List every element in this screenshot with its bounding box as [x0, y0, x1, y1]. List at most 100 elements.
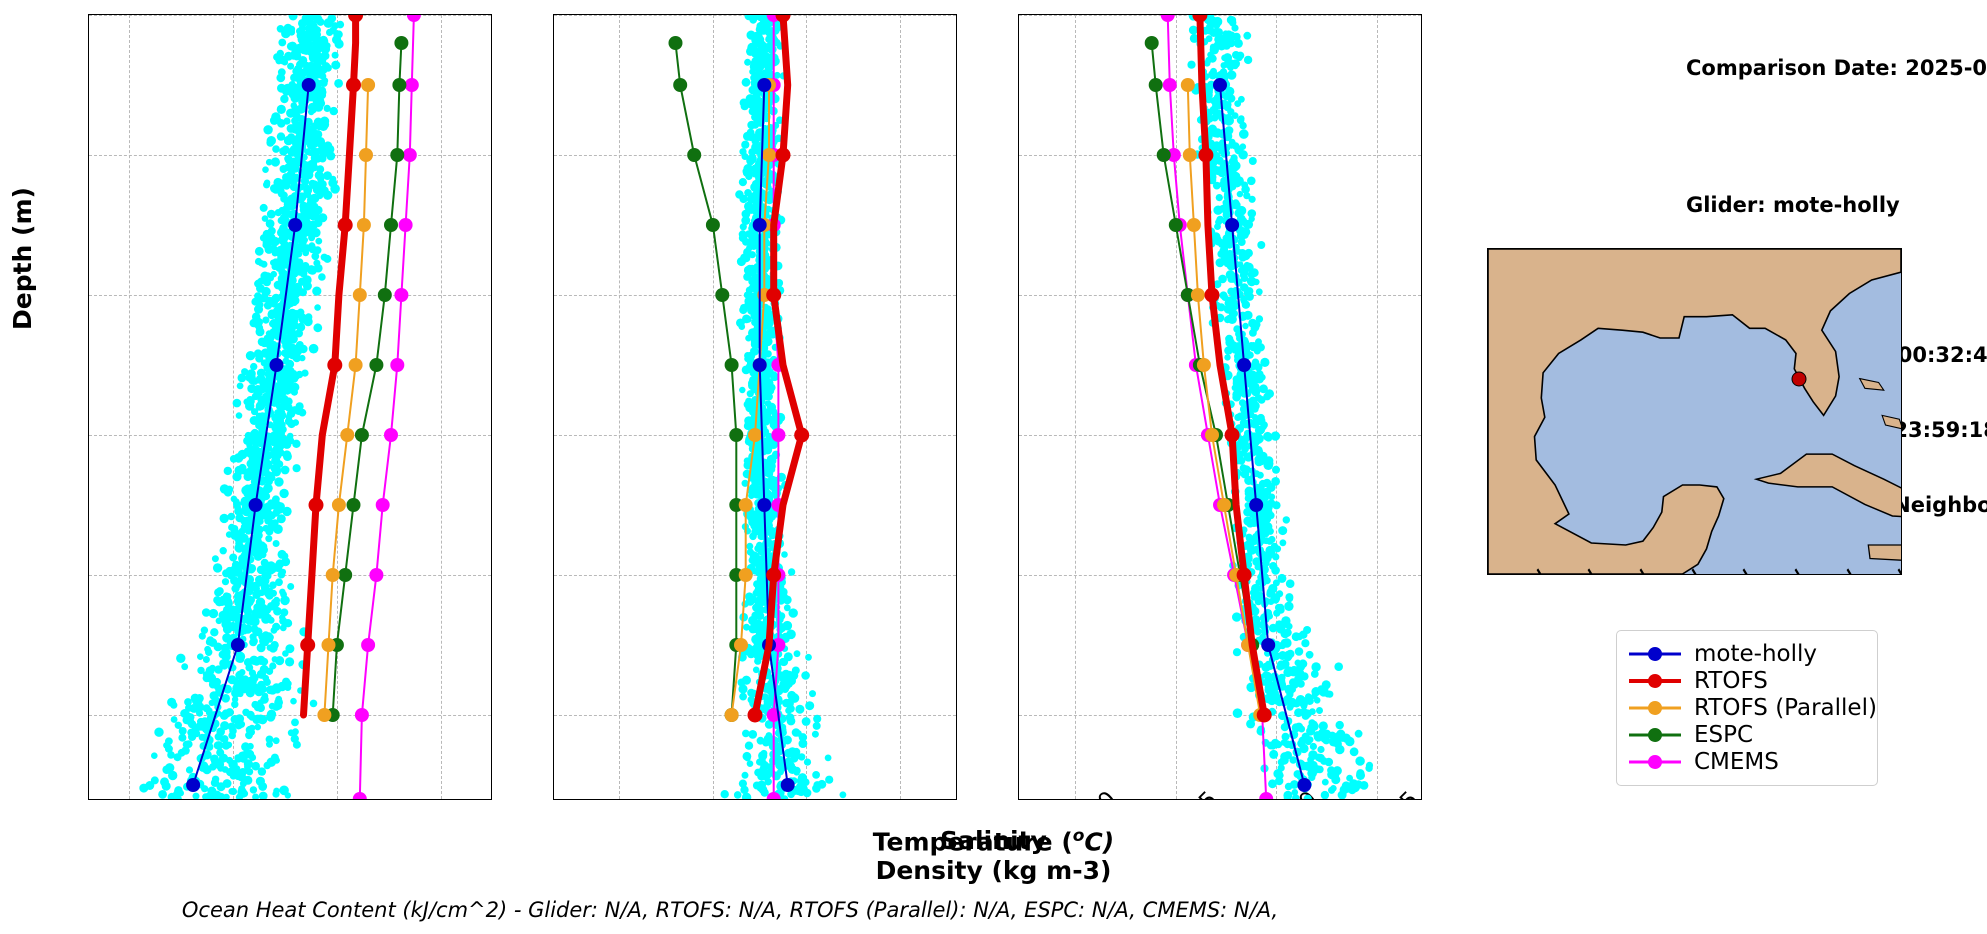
legend-dot-icon: [1648, 646, 1662, 661]
gridline-vertical: [1276, 15, 1278, 799]
legend-item[interactable]: CMEMS: [1629, 748, 1865, 775]
map-longitude-tick: [1875, 574, 1877, 575]
series-marker: [406, 15, 421, 22]
series-marker: [1237, 358, 1252, 372]
temperature-axis-title-text: Temperature (: [872, 827, 1073, 857]
series-marker: [1213, 78, 1227, 92]
temperature-panel: 1920212201020304050: [88, 14, 492, 800]
density-axis-title: Density (kg m-3): [875, 856, 1112, 885]
temperature-axis-title-unit: C): [1084, 827, 1115, 857]
series-marker: [1190, 288, 1205, 302]
series-marker: [301, 78, 316, 92]
map-longitude-tick: [1514, 574, 1516, 575]
series-marker: [354, 708, 369, 722]
series-marker: [757, 78, 772, 92]
glider-observation-scatter: [1187, 15, 1374, 799]
series-marker: [1217, 498, 1231, 512]
series-marker: [394, 36, 409, 50]
gridline-vertical: [1175, 15, 1177, 799]
gridline-vertical: [1376, 15, 1378, 799]
series-marker: [321, 638, 336, 652]
series-marker: [1148, 78, 1163, 92]
series-marker: [715, 288, 730, 302]
legend-item-label: RTOFS (Parallel): [1694, 694, 1877, 721]
comparison-date-text: Comparison Date: 2025-02-25: [1686, 56, 1987, 80]
legend-swatch-icon: [1629, 727, 1681, 742]
series-marker: [687, 148, 702, 162]
temperature-plot-area: 1920212201020304050: [89, 15, 491, 799]
legend-item-label: RTOFS: [1694, 667, 1768, 694]
map-latitude-tick: [1487, 323, 1488, 325]
series-mote-holly: [186, 78, 316, 792]
series-marker: [390, 358, 405, 372]
temperature-series-svg: [139, 15, 421, 799]
legend-swatch-icon: [1629, 646, 1681, 661]
series-marker: [384, 218, 398, 232]
map-latitude-tick: [1487, 497, 1488, 499]
series-marker: [369, 358, 384, 372]
series-marker: [1168, 218, 1183, 232]
series-marker: [1198, 147, 1214, 163]
legend-dot-icon: [1648, 754, 1662, 769]
series-marker: [1259, 792, 1274, 799]
location-map[interactable]: 33°N30°N27°N24°N21°N18°N99°W96°W93°W90°W…: [1487, 248, 1902, 575]
legend-dot-icon: [1648, 700, 1662, 715]
series-marker: [724, 358, 739, 372]
gridline-vertical: [336, 15, 338, 799]
series-marker: [1180, 78, 1195, 92]
legend-item[interactable]: ESPC: [1629, 721, 1865, 748]
legend-dot-icon: [1648, 673, 1662, 688]
depth-axis-label: Depth (m): [8, 187, 37, 330]
legend-swatch-icon: [1629, 754, 1681, 769]
series-marker: [752, 218, 767, 232]
series-marker: [384, 428, 398, 442]
legend-item[interactable]: mote-holly: [1629, 640, 1865, 667]
series-marker: [724, 708, 739, 722]
density-series-svg: [1144, 15, 1374, 799]
glider-observation-scatter: [139, 15, 345, 799]
series-marker: [762, 148, 776, 162]
series-marker: [747, 707, 763, 723]
temperature-axis-title: Temperature (oC): [873, 826, 1114, 856]
series-marker: [673, 78, 688, 92]
gridline-horizontal: [1019, 575, 1421, 576]
series-marker: [668, 36, 683, 50]
series-marker: [1196, 358, 1211, 372]
series-marker: [794, 427, 810, 443]
series-marker: [771, 428, 786, 442]
series-marker: [348, 15, 364, 23]
series-marker: [338, 568, 353, 582]
salinity-plot-area: 36.236.436.636.8: [554, 15, 956, 799]
map-latitude-tick: [1487, 555, 1488, 557]
salinity-series-svg: [668, 15, 847, 799]
metadata-spacer: [1686, 131, 1987, 143]
series-marker: [766, 792, 781, 799]
series-marker: [705, 218, 720, 232]
series-marker: [402, 148, 417, 162]
series-marker: [1186, 218, 1201, 232]
legend-swatch-icon: [1629, 700, 1681, 715]
series-rtofs-parallel: [317, 78, 376, 722]
degree-superscript: o: [1072, 826, 1085, 846]
series-marker: [375, 498, 390, 512]
series-marker: [308, 497, 324, 513]
series-marker: [352, 288, 367, 302]
legend-item[interactable]: RTOFS (Parallel): [1629, 694, 1877, 721]
series-marker: [346, 77, 361, 93]
map-longitude-tick: [1617, 574, 1619, 575]
series-marker: [317, 708, 332, 722]
glider-location-marker[interactable]: [1791, 371, 1807, 387]
series-marker: [757, 498, 772, 512]
gridline-vertical: [1075, 15, 1077, 799]
series-marker: [1180, 288, 1195, 302]
legend-item[interactable]: RTOFS: [1629, 667, 1865, 694]
series-marker: [186, 778, 201, 792]
series-marker: [1224, 427, 1240, 443]
density-plot-area: 1025.01025.51026.01026.5: [1019, 15, 1421, 799]
series-marker: [300, 637, 316, 653]
gridline-vertical: [441, 15, 442, 799]
series-marker: [734, 638, 748, 652]
series-marker: [752, 358, 767, 372]
series-marker: [327, 357, 343, 373]
legend-item-label: ESPC: [1694, 721, 1754, 748]
